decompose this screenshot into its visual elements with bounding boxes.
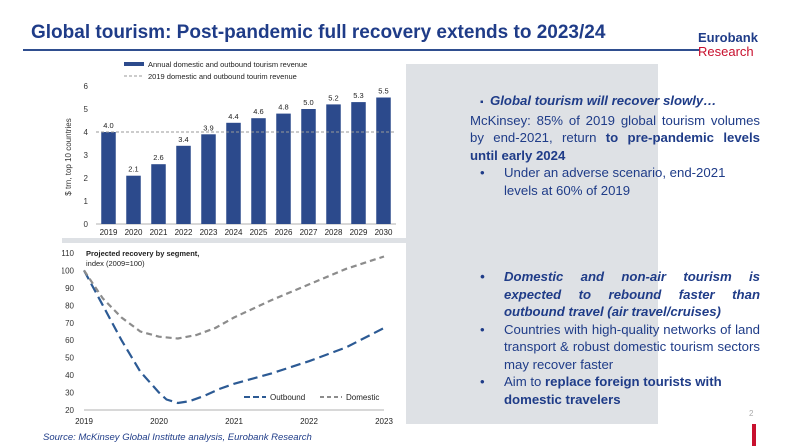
section1-paragraph: McKinsey: 85% of 2019 global tourism vol… [470, 112, 761, 163]
y-tick-label: 100 [62, 266, 75, 275]
revenue-chart-panel: 0 1 2 3 4 5 6 $ trn, top 10 countries 4.0 2019 2.1… [62, 56, 406, 238]
bar-2026 [276, 113, 291, 224]
bar-value-label: 3.9 [203, 123, 213, 132]
y-axis-title: $ trn, top 10 countries [64, 118, 73, 195]
x-tick-label: 2029 [350, 228, 368, 237]
x-tick-label: 2025 [250, 228, 268, 237]
bar-value-label: 5.2 [328, 93, 338, 102]
revenue-bar-chart: 0 1 2 3 4 5 6 $ trn, top 10 countries 4.0 2019 2.1… [64, 60, 396, 237]
bar-2025 [251, 118, 266, 224]
series-outbound [83, 269, 385, 405]
y-tick-label: 6 [84, 82, 89, 91]
x-tick-label: 2027 [300, 228, 318, 237]
source-note: Source: McKinsey Global Institute analys… [43, 432, 312, 443]
bar-value-label: 4.8 [278, 103, 288, 112]
x-tick-label: 2022 [300, 417, 318, 426]
chart-subtitle: index (2009=100) [86, 259, 145, 268]
legend-line-label: 2019 domestic and outbound tourim revenu… [148, 72, 297, 81]
logo-eurobank: Eurobank [698, 30, 758, 45]
bar-value-label: 2.1 [128, 165, 138, 174]
bar-2023 [201, 134, 216, 224]
section1-heading: Global tourism will recover slowly… [470, 92, 760, 112]
bar-value-label: 3.4 [178, 135, 188, 144]
page-title: Global tourism: Post-pandemic full recov… [31, 22, 606, 43]
x-tick-label: 2023 [375, 417, 393, 426]
y-tick-label: 70 [65, 319, 74, 328]
bar-2021 [151, 164, 166, 224]
legend-bar-label: Annual domestic and outbound tourism rev… [148, 60, 307, 69]
legend-outbound-label: Outbound [270, 393, 305, 402]
y-tick-label: 30 [65, 389, 74, 398]
section2-bullet-3: Aim to replace foreign tourists with dom… [470, 373, 760, 408]
recovery-chart-panel: 20 30 40 50 60 70 80 90 100 110 2019 2020 2021 2022 20… [61, 243, 406, 430]
y-tick-label: 40 [65, 371, 74, 380]
accent-bar [752, 424, 756, 446]
y-tick-label: 0 [84, 220, 89, 229]
bar-2027 [301, 109, 316, 224]
bar-2019 [101, 132, 116, 224]
y-tick-label: 80 [65, 301, 74, 310]
y-tick-label: 90 [65, 284, 74, 293]
y-tick-label: 4 [84, 128, 89, 137]
y-tick-label: 2 [84, 174, 89, 183]
bar-2020 [126, 175, 141, 224]
bar-value-label: 4.6 [253, 107, 263, 116]
bar-2029 [351, 102, 366, 224]
x-tick-label: 2021 [150, 228, 168, 237]
bar-2028 [326, 104, 341, 224]
bar-2024 [226, 122, 241, 224]
section1-bullet: Under an adverse scenario, end-2021 leve… [470, 164, 760, 199]
bar-value-label: 4.4 [228, 112, 238, 121]
series-domestic [83, 255, 385, 340]
x-tick-label: 2020 [150, 417, 168, 426]
y-tick-label: 110 [62, 249, 75, 258]
x-tick-label: 2030 [375, 228, 393, 237]
x-tick-label: 2022 [175, 228, 193, 237]
x-tick-label: 2021 [225, 417, 243, 426]
bar-2022 [176, 145, 191, 224]
y-tick-label: 1 [84, 197, 89, 206]
y-tick-label: 60 [65, 336, 74, 345]
x-tick-label: 2019 [100, 228, 118, 237]
x-tick-label: 2028 [325, 228, 343, 237]
chart-title: Projected recovery by segment, [86, 249, 199, 258]
x-tick-label: 2020 [125, 228, 143, 237]
section2-bullet-1: Domestic and non-air tourism is expected… [470, 268, 760, 321]
bar-value-label: 5.5 [378, 87, 388, 96]
bar-value-label: 2.6 [153, 153, 163, 162]
commentary: Global tourism will recover slowly… McKi… [470, 92, 760, 408]
bar-value-label: 5.3 [353, 91, 363, 100]
bar-value-label: 4.0 [103, 121, 113, 130]
y-tick-label: 20 [65, 406, 74, 415]
legend-bar-swatch [124, 62, 144, 66]
x-tick-label: 2024 [225, 228, 243, 237]
y-tick-label: 50 [65, 354, 74, 363]
legend-domestic-label: Domestic [346, 393, 379, 402]
bar-value-label: 5.0 [303, 98, 313, 107]
page-number: 2 [749, 409, 754, 418]
logo-research: Research [698, 44, 754, 59]
x-tick-label: 2019 [75, 417, 93, 426]
x-tick-label: 2023 [200, 228, 218, 237]
x-tick-label: 2026 [275, 228, 293, 237]
y-tick-label: 5 [84, 105, 89, 114]
recovery-line-chart: 20 30 40 50 60 70 80 90 100 110 2019 2020 2021 2022 20… [61, 249, 394, 426]
bar-2030 [376, 97, 391, 224]
y-tick-label: 3 [84, 151, 89, 160]
title-divider [23, 49, 699, 51]
section2-bullet-2: Countries with high-quality networks of … [470, 321, 760, 374]
